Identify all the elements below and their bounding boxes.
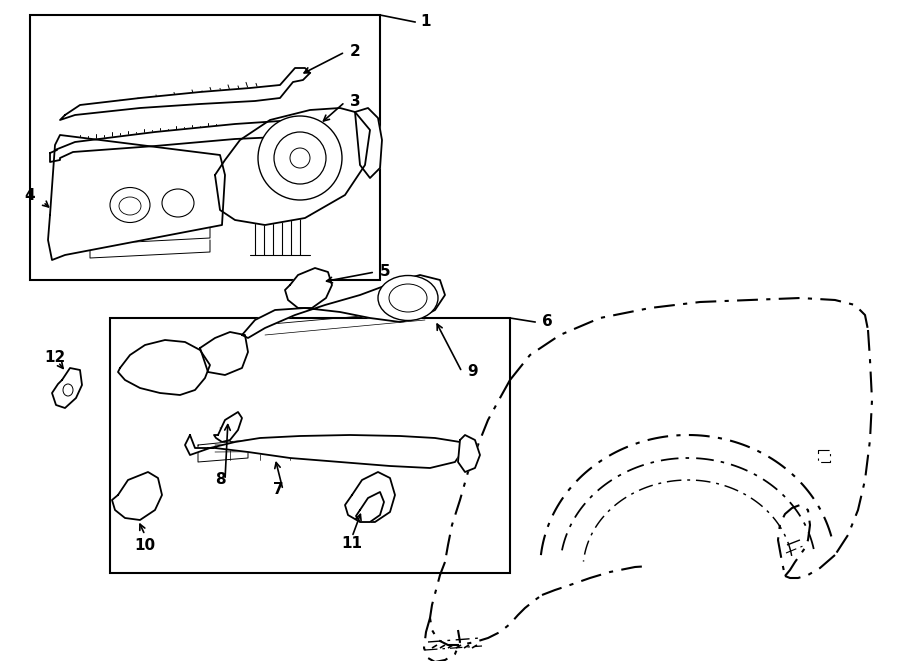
Ellipse shape [378,276,438,321]
Polygon shape [48,135,225,260]
Text: 3: 3 [350,95,361,110]
Text: 6: 6 [542,315,553,329]
Ellipse shape [162,189,194,217]
Text: 11: 11 [341,535,363,551]
Polygon shape [345,472,395,522]
Polygon shape [214,412,242,442]
Polygon shape [52,368,82,408]
Polygon shape [118,340,210,395]
Bar [30,15,380,280]
Polygon shape [355,108,382,178]
Text: 9: 9 [467,364,478,379]
Bar [110,318,510,573]
Text: 1: 1 [420,15,430,30]
Circle shape [258,116,342,200]
Text: 8: 8 [215,473,225,488]
Polygon shape [60,68,310,120]
Text: 10: 10 [134,537,156,553]
Polygon shape [285,268,332,308]
Polygon shape [50,120,325,162]
Ellipse shape [110,188,150,223]
Polygon shape [185,435,462,468]
Polygon shape [458,435,480,472]
Polygon shape [112,472,162,520]
Circle shape [274,132,326,184]
Polygon shape [356,492,384,522]
Polygon shape [200,332,248,375]
Text: 7: 7 [273,483,284,498]
Ellipse shape [389,284,427,312]
Text: 12: 12 [44,350,66,366]
Text: 2: 2 [350,44,361,59]
Ellipse shape [119,197,141,215]
Text: 5: 5 [380,264,391,280]
Polygon shape [242,275,445,338]
Ellipse shape [63,384,73,396]
Text: 4: 4 [24,188,35,202]
Polygon shape [215,108,370,225]
Circle shape [290,148,310,168]
